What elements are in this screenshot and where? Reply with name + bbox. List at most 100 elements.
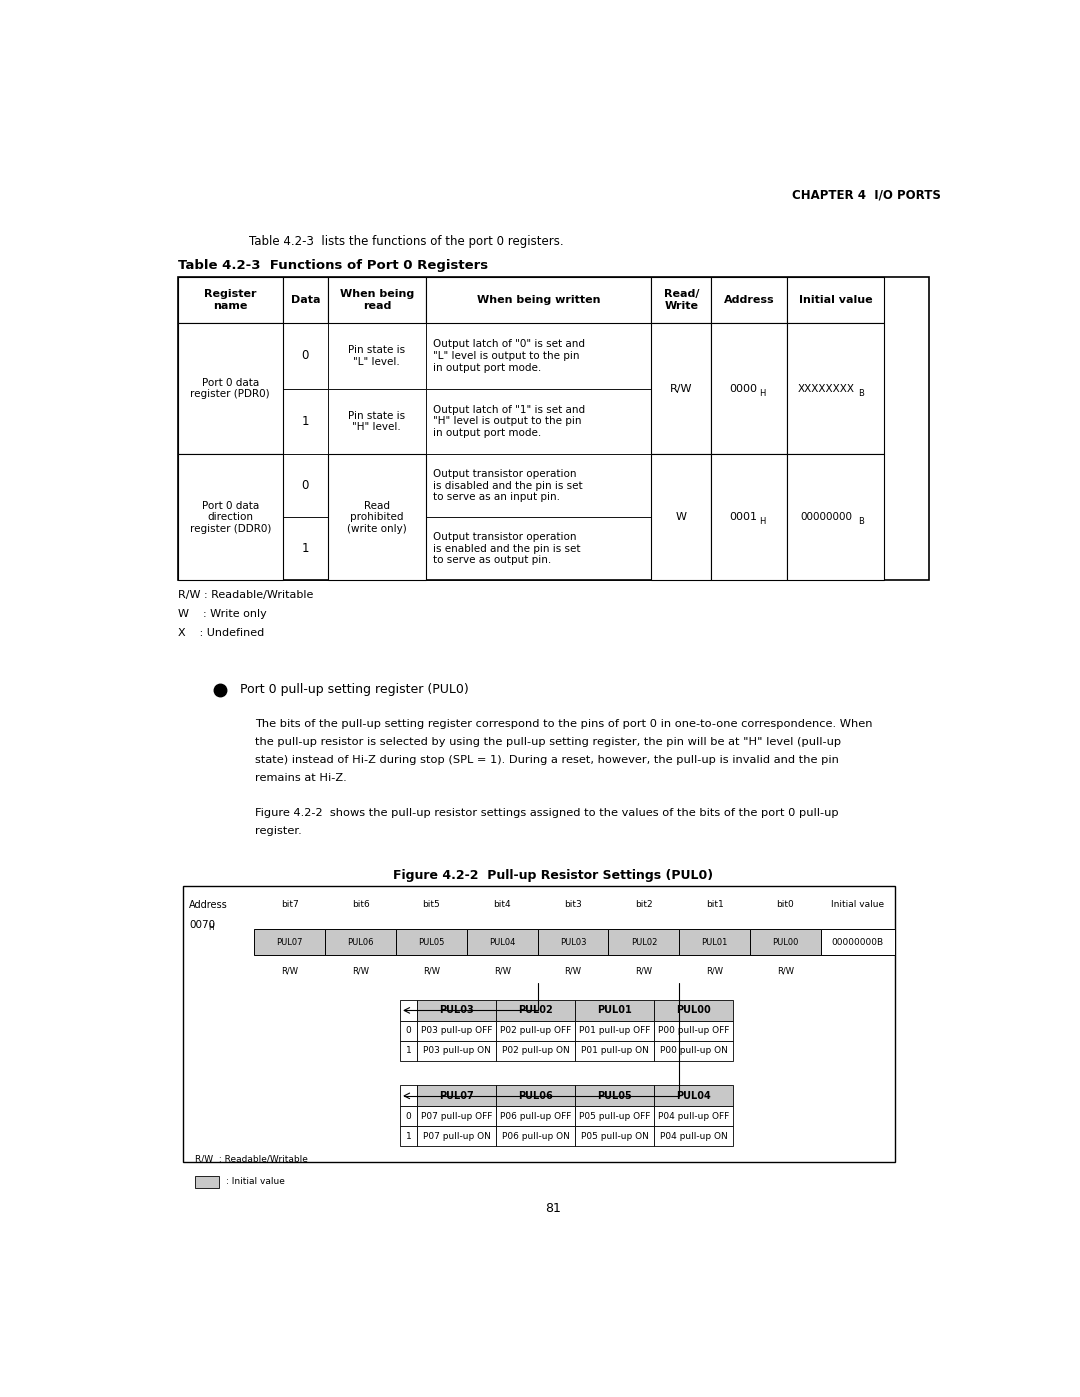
Bar (328, 517, 426, 580)
Bar (654, 1000, 733, 1021)
Text: 0: 0 (301, 479, 309, 492)
Text: Figure 4.2-2  shows the pull-up resistor settings assigned to the values of the : Figure 4.2-2 shows the pull-up resistor … (255, 809, 839, 819)
Bar (651, 277, 712, 323)
Text: R/W: R/W (777, 967, 794, 975)
Text: bit7: bit7 (281, 900, 299, 909)
Text: R/W: R/W (423, 967, 440, 975)
Text: H: H (759, 517, 766, 527)
Bar (177, 277, 283, 323)
Bar (177, 277, 930, 580)
Bar (177, 323, 283, 388)
Bar (255, 929, 325, 956)
Text: bit2: bit2 (635, 900, 652, 909)
Bar (400, 1041, 417, 1060)
Bar (576, 1041, 654, 1060)
Bar (538, 929, 608, 956)
Text: P07 pull-up ON: P07 pull-up ON (422, 1132, 490, 1141)
Bar (654, 1085, 733, 1106)
Text: R/W: R/W (565, 967, 581, 975)
Text: R/W: R/W (352, 967, 369, 975)
Text: register.: register. (255, 827, 302, 837)
Bar (651, 454, 712, 517)
Text: 1: 1 (406, 1132, 411, 1141)
Bar (786, 277, 885, 323)
Bar (328, 323, 426, 388)
Text: P00 pull-up ON: P00 pull-up ON (660, 1046, 728, 1055)
Text: Port 0 data
register (PDR0): Port 0 data register (PDR0) (190, 377, 270, 400)
Text: Read
prohibited
(write only): Read prohibited (write only) (347, 500, 407, 534)
Text: P07 pull-up OFF: P07 pull-up OFF (421, 1112, 492, 1120)
Text: 0: 0 (406, 1027, 411, 1035)
Text: the pull-up resistor is selected by using the pull-up setting register, the pin : the pull-up resistor is selected by usin… (255, 738, 841, 747)
Bar (417, 1041, 496, 1060)
Text: P03 pull-up OFF: P03 pull-up OFF (421, 1027, 492, 1035)
Text: H: H (759, 388, 766, 398)
Bar (496, 1000, 576, 1021)
Bar (654, 1021, 733, 1041)
Text: PUL07: PUL07 (276, 937, 303, 947)
Bar (400, 1085, 417, 1106)
Text: P00 pull-up OFF: P00 pull-up OFF (658, 1027, 729, 1035)
Text: Figure 4.2-2  Pull-up Resistor Settings (PUL0): Figure 4.2-2 Pull-up Resistor Settings (… (393, 869, 714, 882)
Text: Initial value: Initial value (832, 900, 885, 909)
Text: CHAPTER 4  I/O PORTS: CHAPTER 4 I/O PORTS (792, 189, 941, 201)
Text: PUL05: PUL05 (418, 937, 445, 947)
Text: 81: 81 (545, 1203, 562, 1215)
Bar (651, 323, 712, 454)
Text: P04 pull-up ON: P04 pull-up ON (660, 1132, 728, 1141)
Bar (712, 323, 786, 388)
Text: PUL06: PUL06 (518, 1091, 553, 1101)
Bar (786, 388, 885, 454)
Bar (576, 1126, 654, 1147)
Text: P06 pull-up ON: P06 pull-up ON (502, 1132, 569, 1141)
Text: PUL01: PUL01 (702, 937, 728, 947)
Bar (651, 454, 712, 580)
Text: R/W : Readable/Writable: R/W : Readable/Writable (177, 590, 313, 599)
Text: bit1: bit1 (705, 900, 724, 909)
Bar (821, 929, 894, 956)
Bar (417, 1085, 496, 1106)
Text: PUL04: PUL04 (489, 937, 515, 947)
Text: R/W: R/W (670, 384, 692, 394)
Bar (712, 323, 786, 454)
Text: Output transistor operation
is disabled and the pin is set
to serve as an input : Output transistor operation is disabled … (433, 469, 583, 503)
Bar (283, 454, 328, 517)
Text: When being written: When being written (476, 295, 600, 305)
Bar (283, 277, 328, 323)
Bar (328, 277, 426, 323)
Bar (400, 1021, 417, 1041)
Text: X    : Undefined: X : Undefined (177, 629, 264, 638)
Bar (750, 929, 821, 956)
Text: PUL05: PUL05 (597, 1091, 632, 1101)
Text: PUL06: PUL06 (348, 937, 374, 947)
Bar (712, 388, 786, 454)
Text: W    : Write only: W : Write only (177, 609, 267, 619)
Text: PUL02: PUL02 (631, 937, 657, 947)
Bar (608, 929, 679, 956)
Text: Initial value: Initial value (798, 295, 873, 305)
Text: PUL00: PUL00 (676, 1006, 711, 1016)
Text: 0: 0 (301, 349, 309, 362)
Text: Address: Address (189, 900, 228, 909)
Text: R/W: R/W (281, 967, 298, 975)
Text: P02 pull-up OFF: P02 pull-up OFF (500, 1027, 571, 1035)
Bar (396, 929, 467, 956)
Text: bit5: bit5 (422, 900, 441, 909)
Text: Output transistor operation
is enabled and the pin is set
to serve as output pin: Output transistor operation is enabled a… (433, 532, 581, 566)
Bar (426, 388, 651, 454)
Bar (400, 1000, 417, 1021)
Bar (183, 886, 894, 1162)
Text: Pin state is
"L" level.: Pin state is "L" level. (348, 345, 405, 366)
Text: P01 pull-up OFF: P01 pull-up OFF (579, 1027, 650, 1035)
Bar (654, 1041, 733, 1060)
Bar (328, 454, 426, 517)
Bar (496, 1041, 576, 1060)
Bar (576, 1085, 654, 1106)
Text: 0: 0 (406, 1112, 411, 1120)
Bar (417, 1000, 496, 1021)
Text: 0001: 0001 (729, 513, 757, 522)
Text: R/W: R/W (635, 967, 652, 975)
Text: R/W: R/W (706, 967, 724, 975)
Bar (417, 1021, 496, 1041)
Text: R/W  : Readable/Writable: R/W : Readable/Writable (194, 1154, 308, 1164)
